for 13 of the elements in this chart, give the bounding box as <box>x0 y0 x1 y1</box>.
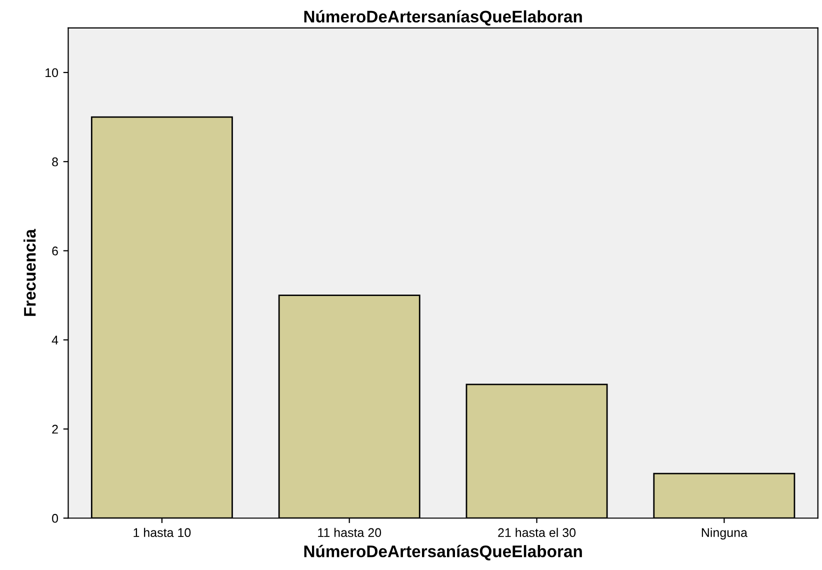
y-tick-label: 6 <box>52 246 58 256</box>
y-axis-title: Frecuencia <box>24 228 36 316</box>
y-tick-label: 8 <box>52 157 58 166</box>
chart-title: NúmeroDeArtersaníasQueElaboran <box>304 10 582 26</box>
x-axis-title: NúmeroDeArtersaníasQueElaboran <box>304 544 582 560</box>
x-tick-label: Ninguna <box>702 528 748 540</box>
x-tick-label: 1 hasta 10 <box>134 528 191 538</box>
y-tick-label: 4 <box>52 336 58 344</box>
x-tick-label: 11 hasta 20 <box>318 528 382 538</box>
y-tick-label: 2 <box>52 424 58 434</box>
y-tick-label: 10 <box>46 68 58 78</box>
y-tick-label: 0 <box>52 514 58 523</box>
x-tick-label: 21 hasta el 30 <box>498 528 576 538</box>
